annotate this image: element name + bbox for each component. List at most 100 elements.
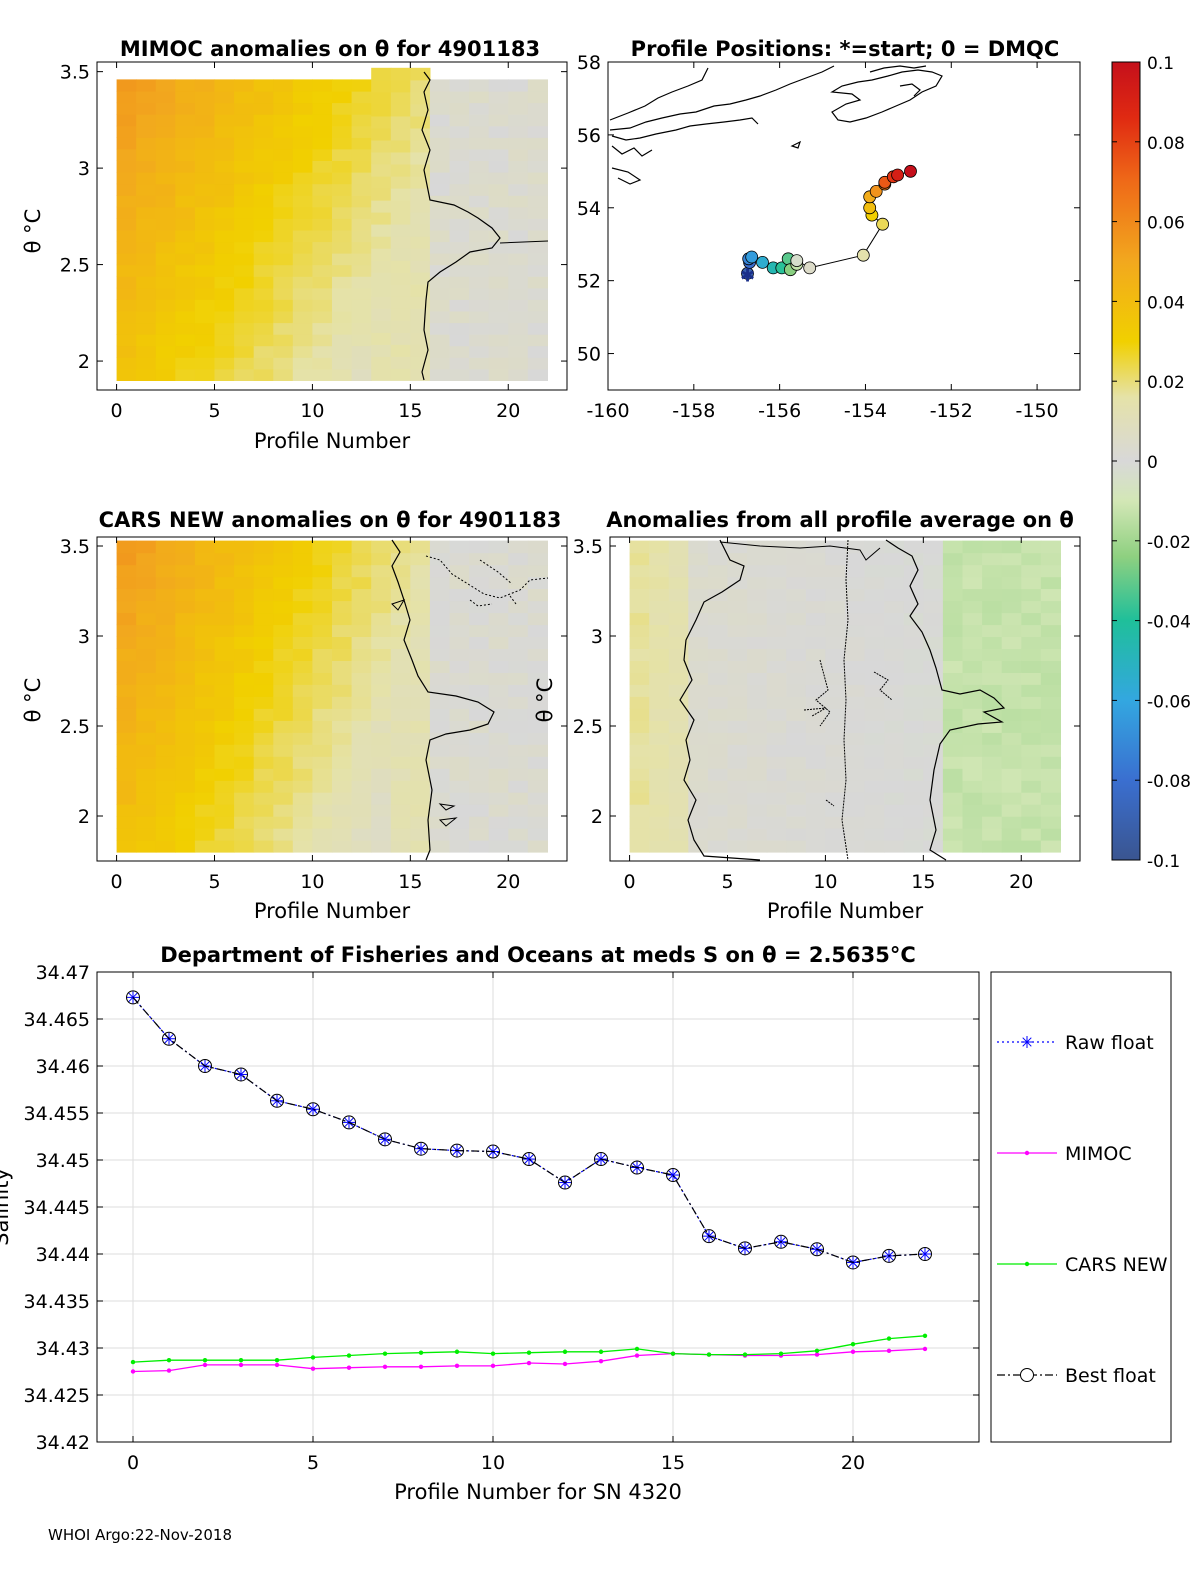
heatmap-cell [508,137,529,150]
heatmap-cell [942,804,964,817]
heatmap-cell [805,768,826,781]
heatmap-cell [786,828,807,841]
heatmap-cell [649,540,670,554]
heatmap-cell [688,720,709,733]
heatmap-cell [371,840,392,853]
heatmap-cell [786,780,807,793]
heatmap-cell [175,253,196,266]
heatmap-cell [864,768,885,781]
heatmap-cell [688,792,709,805]
heatmap-cell [923,612,944,626]
heatmap-cell [253,310,274,324]
heatmap-cell [155,828,176,841]
mimoc-ylabel: θ °C [21,209,45,254]
heatmap-cell [845,804,866,817]
heatmap-cell [155,287,176,300]
heatmap-cell [527,229,548,243]
heatmap-cell [962,744,983,757]
heatmap-cell [390,91,411,105]
heatmap-cell [429,576,451,590]
heatmap-cell [508,90,529,104]
heatmap-cell [805,732,826,745]
salinity-ylabel: Salinity [0,1168,13,1246]
heatmap-cell [469,148,490,161]
heatmap-cell [175,648,196,661]
heatmap-cell [332,552,353,566]
heatmap-cell [155,588,176,602]
heatmap-cell [312,816,333,829]
heatmap-cell [292,780,313,793]
heatmap-cell [410,236,431,249]
heatmap-cell [488,672,509,685]
heatmap-cell [527,720,548,733]
heatmap-cell [273,264,294,277]
heatmap-cell [786,540,807,554]
data-point [634,1353,640,1358]
heatmap-cell [629,696,650,709]
heatmap-cell [175,264,196,277]
heatmap-cell [1021,636,1042,649]
heatmap-cell [1021,804,1042,817]
heatmap-cell [332,253,353,266]
heatmap-cell [194,334,216,347]
heatmap-cell [903,636,924,649]
heatmap-cell [923,624,944,637]
heatmap-cell [962,576,983,590]
heatmap-cell [371,127,392,141]
heatmap-cell [469,183,490,196]
heatmap-cell [312,345,333,358]
heatmap-cell [668,636,689,649]
heatmap-cell [1001,600,1022,614]
heatmap-cell [253,137,274,150]
heatmap-cell [390,636,411,649]
heatmap-cell [155,183,176,196]
heatmap-cell [116,840,137,853]
heatmap-cell [766,588,787,602]
heatmap-cell [508,276,529,289]
heatmap-cell [116,137,137,150]
heatmap-cell [469,206,490,219]
heatmap-cell [508,648,529,661]
star-stroke [1022,1037,1032,1047]
heatmap-cell [214,684,235,697]
heatmap-cell [292,368,313,381]
heatmap-cell [253,229,274,243]
heatmap-cell [864,636,885,649]
heatmap-cell [727,552,748,566]
heatmap-cell [845,720,866,733]
heatmap-cell [1040,780,1061,793]
allavg-xlabel: Profile Number [767,899,924,923]
heatmap-cell [707,708,729,721]
heatmap-cell [214,160,235,173]
heatmap-cell [292,345,313,358]
heatmap-cell [884,648,905,661]
heatmap-cell [155,708,176,721]
heatmap-cell [390,708,411,721]
heatmap-cell [864,576,885,590]
heatmap-cell [429,218,451,231]
heatmap-cell [116,90,137,104]
heatmap-cell [707,576,729,590]
heatmap-cell [527,334,548,347]
data-point [630,1160,644,1175]
heatmap-cell [527,564,548,578]
heatmap-cell [747,696,768,709]
heatmap-cell [469,564,490,578]
heatmap-cell [253,840,274,853]
heatmap-cell [707,804,729,817]
heatmap-cell [488,299,509,312]
heatmap-cell [214,660,235,673]
heatmap-cell [508,264,529,277]
heatmap-cell [351,732,372,745]
heatmap-cell [214,720,235,733]
heatmap-cell [668,612,689,626]
heatmap-cell [727,600,748,614]
heatmap-cell [942,636,964,649]
heatmap-cell [234,322,255,335]
heatmap-cell [449,90,470,104]
heatmap-cell [116,287,137,300]
heatmap-cell [214,552,235,566]
heatmap-cell [390,804,411,817]
heatmap-cell [312,334,333,347]
heatmap-cell [488,357,509,370]
